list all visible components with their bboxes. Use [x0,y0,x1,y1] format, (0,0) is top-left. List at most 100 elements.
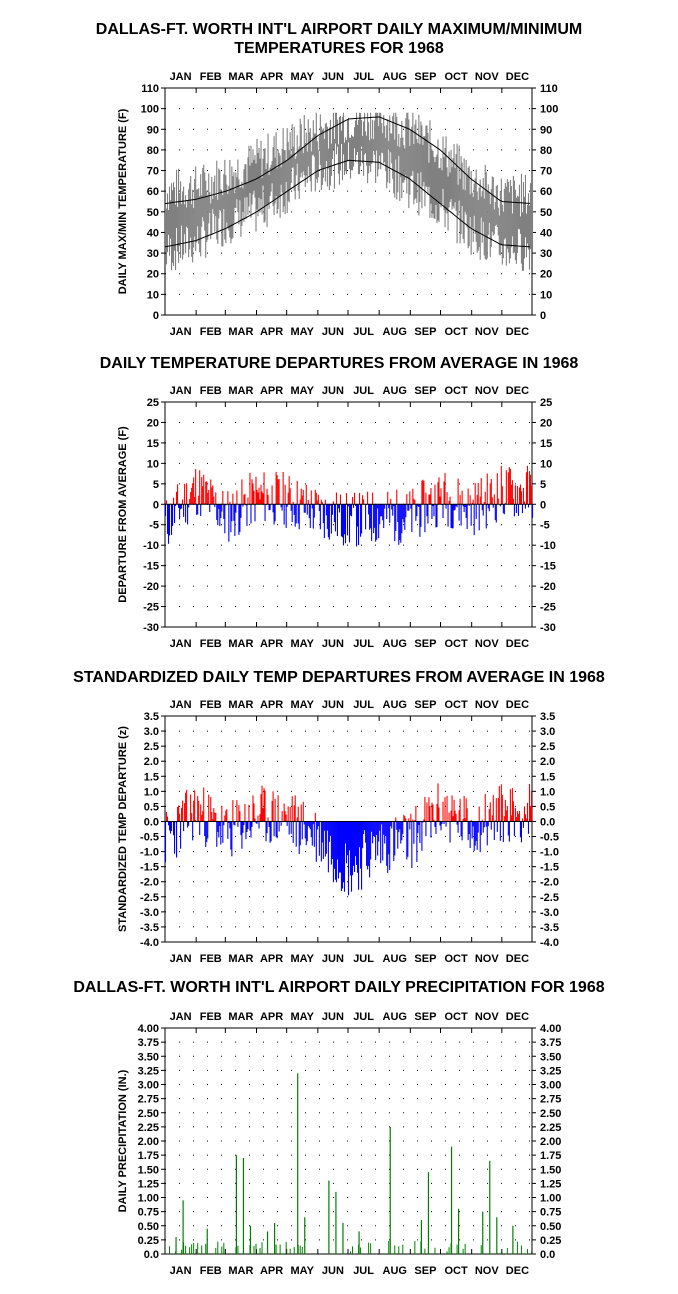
chart3-ytick-label-right: -4.0 [540,937,559,949]
chart1-ytick-label-left: 90 [147,124,159,136]
chart1-ytick-label-right: 40 [540,227,552,239]
chart4-month-label-top: OCT [444,1011,468,1023]
chart4-ytick-label-left: 2.00 [138,1136,159,1148]
chart3-ytick-label-left: 2.5 [144,741,159,753]
chart4-month-label-bottom: APR [260,1265,283,1277]
chart2-month-label-bottom: MAY [291,638,315,650]
chart1-month-label-bottom: SEP [414,326,436,338]
chart4-ytick-label-right: 2.50 [540,1108,561,1120]
chart4-ytick-label-left: 1.25 [138,1178,159,1190]
chart4-month-label-top: JUL [353,1011,374,1023]
chart4-month-label-top: FEB [200,1011,222,1023]
chart3-ytick-label-left: 0.5 [144,801,159,813]
chart1-month-label-bottom: JUN [322,326,344,338]
chart2-ytick-label-right: -30 [540,622,556,634]
chart2-ytick-label-left: -15 [143,561,159,573]
chart3-ytick-label-right: 2.5 [540,741,555,753]
chart1-month-label-bottom: APR [260,326,283,338]
chart4-ytick-label-left: 1.75 [138,1150,159,1162]
chart1-ytick-label-right: 110 [540,83,558,95]
chart1-month-label-top: MAY [291,71,315,83]
chart4-ytick-label-left: 4.00 [138,1023,159,1035]
chart3-ytick-label-right: -0.5 [540,832,559,844]
chart1-ytick-label-right: 10 [540,289,552,301]
chart1-month-label-top: APR [260,71,283,83]
chart1-ytick-label-left: 70 [147,166,159,178]
chart4-month-label-bottom: MAY [291,1265,315,1277]
chart4-frame [164,1027,533,1255]
chart3-title: STANDARDIZED DAILY TEMP DEPARTURES FROM … [73,669,605,686]
normal-high-line [164,116,531,205]
chart2-ytick-label-right: -15 [540,561,556,573]
chart2-month-label-bottom: APR [260,638,283,650]
chart4-ytick-label-left: 0.0 [144,1249,159,1261]
chart4-ytick-label-left: 1.50 [138,1164,159,1176]
chart2-month-label-top: OCT [444,385,468,397]
chart2-ytick-label-left: 25 [147,397,159,409]
chart1-title-line2: TEMPERATURES FOR 1968 [234,40,444,57]
chart2-ytick-label-left: 5 [153,479,159,491]
chart3-ytick-label-right: 0.5 [540,801,555,813]
chart1-month-label-top: MAR [228,71,253,83]
chart2-ytick-label-left: -25 [143,602,159,614]
chart1-month-label-bottom: JAN [170,326,192,338]
chart2-ytick-label-left: -10 [143,540,159,552]
chart3-month-label-bottom: SEP [414,953,436,965]
chart2-ytick-label-left: 15 [147,438,159,450]
chart2-month-label-bottom: JUN [322,638,344,650]
chart4-ytick-label-left: 2.50 [138,1108,159,1120]
chart3-ytick-label-left: 1.5 [144,771,159,783]
chart2-ylabel: DEPARTURE FROM AVERAGE (F) [117,426,129,603]
chart1-ytick-label-right: 80 [540,145,552,157]
chart2-month-label-bottom: FEB [200,638,222,650]
chart3-ytick-label-right: -3.5 [540,922,559,934]
chart3-month-label-top: AUG [383,699,407,711]
chart4-ytick-label-left: 1.00 [138,1193,159,1205]
chart3-month-label-bottom: AUG [383,953,407,965]
chart3-ytick-label-left: 0.0 [144,816,159,828]
chart2-ytick-label-right: -25 [540,602,556,614]
chart1-ytick-label-left: 30 [147,248,159,260]
chart3-ylabel: STANDARDIZED TEMP DEPARTURE (z) [117,726,129,932]
chart3-ytick-label-left: 2.0 [144,756,159,768]
chart2-month-label-bottom: JAN [170,638,192,650]
chart3-ytick-label-right: 1.0 [540,786,555,798]
chart3-month-label-top: MAR [228,699,253,711]
chart2-month-label-top: MAR [228,385,253,397]
chart3-ytick-label-left: 3.0 [144,726,159,738]
chart4-month-label-top: APR [260,1011,283,1023]
chart4-ytick-label-right: 1.00 [540,1193,561,1205]
chart1-month-label-top: OCT [444,71,468,83]
chart4-month-label-top: AUG [383,1011,407,1023]
chart1-month-label-bottom: AUG [383,326,407,338]
chart3-ytick-label-right: -2.0 [540,877,559,889]
chart1-month-label-bottom: OCT [444,326,468,338]
chart3-month-label-bottom: JAN [170,953,192,965]
chart4-ytick-label-right: 0.0 [540,1249,555,1261]
chart1-title-line1: DALLAS-FT. WORTH INT'L AIRPORT DAILY MAX… [95,21,583,38]
chart1-ytick-label-left: 110 [141,83,159,95]
chart4-ytick-label-right: 3.00 [540,1080,561,1092]
chart4-month-label-bottom: DEC [506,1265,529,1277]
chart4-ytick-label-left: 0.50 [138,1221,159,1233]
chart2-ytick-label-right: 0 [540,499,546,511]
chart2-month-label-bottom: MAR [228,638,253,650]
chart1-ytick-label-left: 80 [147,145,159,157]
chart3-ytick-label-right: -1.0 [540,847,559,859]
chart4-ytick-label-right: 0.75 [540,1207,561,1219]
chart2-ytick-label-left: 20 [147,417,159,429]
chart4-ytick-label-left: 3.25 [138,1065,159,1077]
chart4-month-label-top: SEP [414,1011,436,1023]
chart2-month-label-bottom: AUG [383,638,407,650]
chart2-month-label-bottom: DEC [506,638,529,650]
chart2-month-label-top: APR [260,385,283,397]
chart3-ytick-label-left: -3.0 [140,907,159,919]
chart4-month-label-bottom: JUN [322,1265,344,1277]
chart3-ytick-label-left: -1.0 [140,847,159,859]
chart3-month-label-top: DEC [506,699,529,711]
chart4-ytick-label-left: 3.50 [138,1051,159,1063]
chart4-ytick-label-right: 1.75 [540,1150,561,1162]
chart3-month-label-bottom: DEC [506,953,529,965]
chart3-ytick-label-right: -3.0 [540,907,559,919]
